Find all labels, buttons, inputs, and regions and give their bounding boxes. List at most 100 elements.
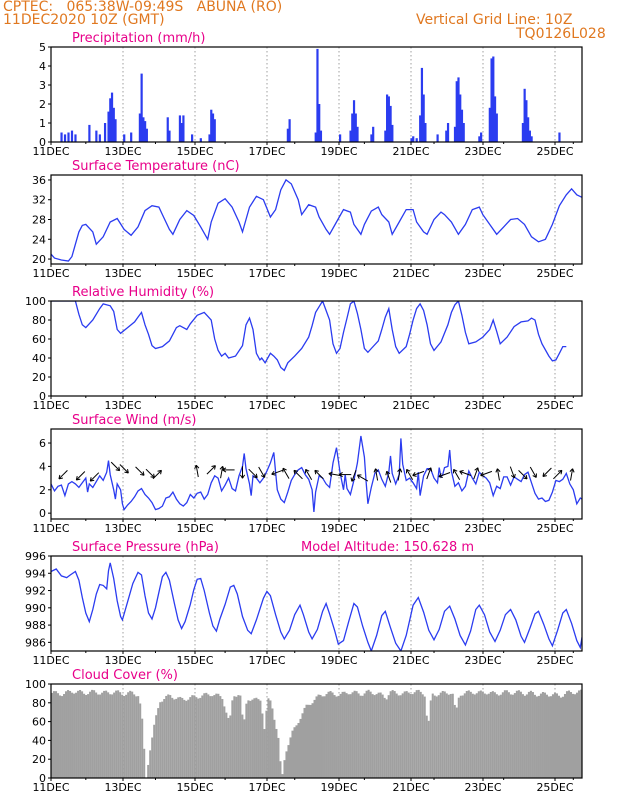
cloud-bar: [127, 692, 130, 778]
cloud-bar: [329, 691, 332, 778]
cloud-bar: [331, 692, 334, 778]
cloud-bar: [451, 693, 454, 778]
cloud-bar: [571, 693, 575, 778]
cloud-bar: [311, 703, 314, 778]
precip-bar: [495, 113, 498, 142]
cloud-bar: [229, 715, 232, 778]
precip-bar: [480, 132, 483, 142]
cloud-bar: [261, 713, 264, 778]
cloud-bar: [567, 690, 571, 778]
precip-bar: [455, 81, 458, 142]
y-tick-label: 6: [39, 437, 46, 450]
cloud-bar: [51, 692, 54, 778]
cloud-bar: [81, 691, 84, 778]
precip-bar: [478, 136, 481, 142]
y-tick-label: 0: [39, 136, 46, 149]
precip-bar: [98, 134, 101, 142]
model-altitude-label: Model Altitude: 150.628 m: [301, 540, 474, 555]
x-tick-label: 19DEC: [320, 399, 357, 412]
wind-arrow: [145, 468, 155, 479]
wind-arrow: [152, 469, 162, 480]
precip-bar: [525, 100, 528, 142]
cloud-bar: [315, 696, 318, 778]
cloud-bar: [281, 774, 284, 778]
cloud-bar: [293, 727, 296, 778]
x-tick-label: 11DEC: [32, 399, 69, 412]
cloud-bar: [99, 694, 102, 778]
cloud-bar: [299, 718, 302, 778]
y-tick-label: 994: [25, 567, 46, 580]
precip-bar: [63, 134, 67, 142]
cloud-bar: [285, 751, 288, 778]
cloud-bar: [97, 694, 100, 778]
x-tick-label: 17DEC: [248, 399, 285, 412]
precip-bar: [319, 130, 323, 142]
wind-arrow: [426, 467, 433, 480]
cloud-bar: [79, 689, 82, 778]
precip-bar: [457, 77, 460, 142]
cloud-bar: [393, 691, 396, 778]
cloud-bar: [251, 699, 254, 778]
precip-bar: [488, 107, 491, 142]
cloud-bar: [271, 708, 274, 778]
cloud-bar: [381, 694, 384, 778]
precip-bar: [460, 109, 464, 142]
cloud-bar: [481, 691, 484, 778]
cloud-bar: [505, 690, 508, 778]
cloud-bar: [77, 690, 80, 778]
precip-bar: [60, 132, 63, 142]
cloud-bar: [403, 691, 406, 778]
cloud-bar: [209, 696, 212, 778]
cloud-bar: [559, 697, 563, 778]
wind-arrow: [480, 470, 493, 477]
cloud-bar: [477, 691, 480, 778]
cloud-bar: [143, 748, 146, 778]
wind-arrow: [459, 470, 472, 476]
cloud-bar: [85, 694, 88, 778]
y-tick-label: 80: [32, 697, 46, 710]
wind-arrow: [258, 466, 266, 478]
wind-arrow: [397, 468, 403, 481]
cloud-bar: [507, 692, 510, 778]
cloud-bar: [223, 706, 226, 778]
cloud-bar: [277, 737, 280, 778]
cloud-bar: [125, 694, 128, 778]
cloud-bar: [183, 699, 186, 778]
cloud-bar: [233, 696, 236, 778]
cloud-bar: [219, 696, 222, 778]
cloud-bar: [323, 696, 326, 778]
cloud-bar: [291, 730, 294, 778]
cloud-bar: [279, 761, 282, 778]
cloud-bar: [175, 698, 178, 778]
cloud-bar: [321, 696, 324, 778]
precip-bar: [110, 92, 114, 142]
cloud-bar: [369, 691, 372, 778]
cloud-bar: [303, 707, 306, 778]
cloud-bar: [161, 701, 164, 778]
precip-bar: [114, 119, 117, 142]
cloud-bar: [341, 691, 344, 778]
y-tick-label: 0: [39, 507, 46, 520]
x-tick-label: 15DEC: [176, 654, 213, 667]
cloud-bar: [517, 690, 520, 778]
precip-bar: [558, 132, 561, 142]
precip-bar: [349, 130, 352, 142]
panel-frame: [50, 174, 583, 265]
cloud-bar: [103, 690, 106, 778]
wind-arrow: [385, 470, 392, 483]
panel-title: Surface Wind (m/s): [72, 413, 196, 428]
precip-bar: [88, 124, 91, 142]
x-tick-label: 25DEC: [536, 654, 573, 667]
x-tick-label: 21DEC: [392, 145, 429, 158]
precip-bar: [316, 48, 319, 142]
precip-bar: [140, 73, 143, 142]
cloud-bar: [255, 697, 258, 778]
cloud-bar: [433, 695, 436, 778]
cloud-bar: [239, 695, 242, 778]
y-tick-label: 20: [32, 253, 46, 266]
cloud-bar: [365, 690, 368, 778]
y-tick-label: 4: [39, 460, 46, 473]
wind-arrow: [304, 468, 313, 481]
x-tick-label: 17DEC: [248, 781, 285, 794]
cloud-bar: [63, 694, 66, 778]
